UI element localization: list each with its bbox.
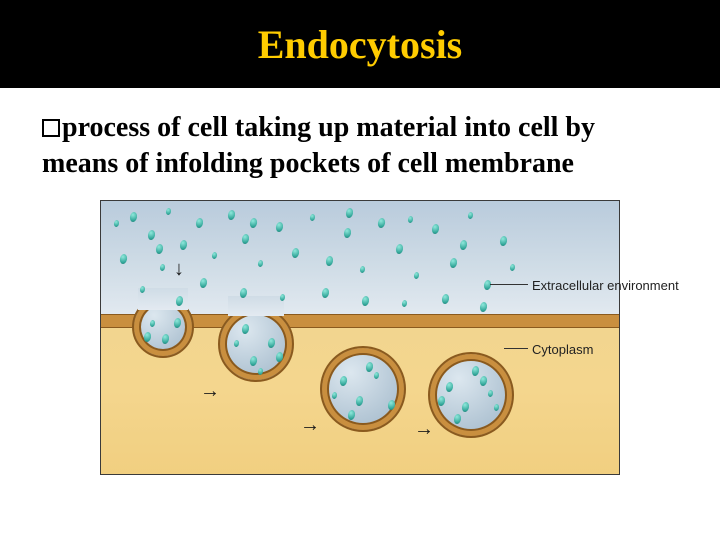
vesicle-stage-4 [428, 352, 514, 438]
pit-opening-2 [228, 296, 284, 316]
progression-arrow: → [200, 380, 220, 403]
callout-line [504, 348, 528, 349]
callout-label: Cytoplasm [532, 342, 593, 357]
body-text: process of cell taking up material into … [42, 112, 595, 179]
slide-title: Endocytosis [258, 21, 463, 68]
progression-arrow: → [414, 418, 434, 441]
progression-arrow: → [300, 414, 320, 437]
endocytosis-diagram: ↓→→→ Extracellular environmentCytoplasm [100, 200, 620, 475]
slide-body: process of cell taking up material into … [0, 88, 720, 182]
callout-line [490, 284, 528, 285]
progression-arrow: ↓ [174, 258, 184, 281]
vesicle-stage-3 [320, 346, 406, 432]
bullet-icon [42, 119, 60, 137]
vesicle-stage-2 [218, 306, 294, 382]
title-bar: Endocytosis [0, 0, 720, 88]
callout-label: Extracellular environment [532, 278, 679, 293]
